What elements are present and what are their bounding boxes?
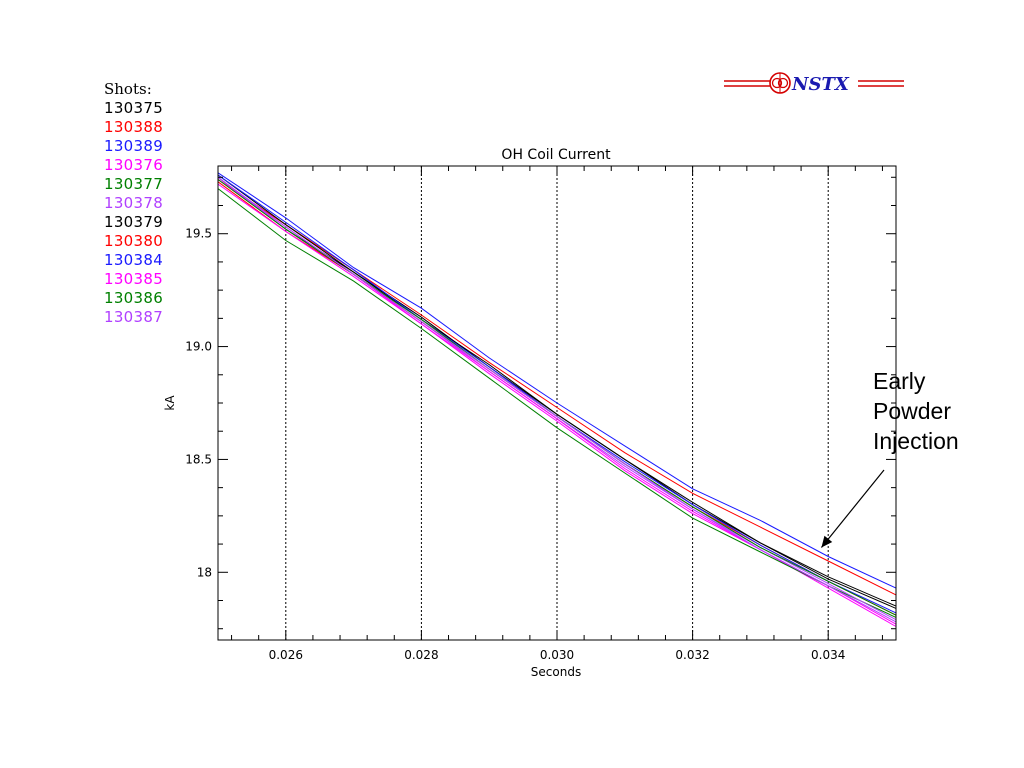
series-line-130389	[217, 172, 897, 589]
axis-ticks	[218, 166, 896, 640]
legend-entries: 130375 130388 130389 130376 130377 130378 1303…	[104, 99, 163, 327]
legend-entry-130388: 130388	[104, 118, 164, 136]
logo-left-bars	[724, 80, 770, 87]
tick-labels: 0.026 0.028 0.030 0.032 0.034 18 18.5 19.0 19.5	[185, 227, 845, 662]
series-line-130379	[217, 174, 897, 609]
legend-entry-130379: 130379	[104, 213, 164, 231]
y-tick-label: 18	[197, 565, 212, 579]
annotation-line: Powder	[873, 398, 951, 424]
annotation-arrow-shaft	[820, 469, 885, 548]
legend-entry-130389: 130389	[104, 137, 164, 155]
legend-heading: Shots:	[104, 80, 152, 98]
x-tick-label: 0.026	[269, 648, 303, 662]
annotation-early-powder-injection: Early Powder Injection	[873, 366, 983, 456]
series-line-130387	[217, 176, 897, 623]
x-tick-label: 0.034	[811, 648, 845, 662]
series-line-130377	[217, 188, 897, 618]
shots-legend: Shots: 130375 130388 130389 130376 130377 130…	[104, 80, 163, 327]
legend-entry-130377: 130377	[104, 175, 164, 193]
logo-emblem-icon	[769, 72, 791, 94]
legend-entry-130385: 130385	[104, 270, 164, 288]
annotation-arrow	[820, 469, 885, 548]
x-axis-label: Seconds	[531, 665, 581, 679]
annotation-arrow-head	[821, 535, 833, 548]
annotation-line: Injection	[873, 428, 959, 454]
legend-entry-130380: 130380	[104, 232, 164, 250]
x-tick-label: 0.032	[675, 648, 709, 662]
logo-right-bars	[858, 80, 904, 87]
legend-entry-130387: 130387	[104, 308, 164, 326]
series-layer	[217, 172, 897, 627]
legend-entry-130376: 130376	[104, 156, 164, 174]
x-tick-label: 0.028	[404, 648, 438, 662]
logo-text: NSTX	[791, 74, 850, 95]
legend-entry-130375: 130375	[104, 99, 164, 117]
x-tick-label: 0.030	[540, 648, 574, 662]
legend-entry-130378: 130378	[104, 194, 164, 212]
chart-title: OH Coil Current	[501, 147, 611, 163]
legend-entry-130386: 130386	[104, 289, 164, 307]
y-tick-label: 19.0	[185, 340, 212, 354]
y-axis-label: kA	[163, 395, 177, 411]
y-tick-label: 18.5	[185, 452, 212, 466]
annotation-line: Early	[873, 368, 926, 394]
series-line-130386	[217, 179, 897, 616]
nstx-logo: NSTX	[724, 72, 904, 95]
legend-entry-130384: 130384	[104, 251, 164, 269]
series-line-130388	[217, 179, 897, 596]
y-tick-label: 19.5	[185, 227, 212, 241]
